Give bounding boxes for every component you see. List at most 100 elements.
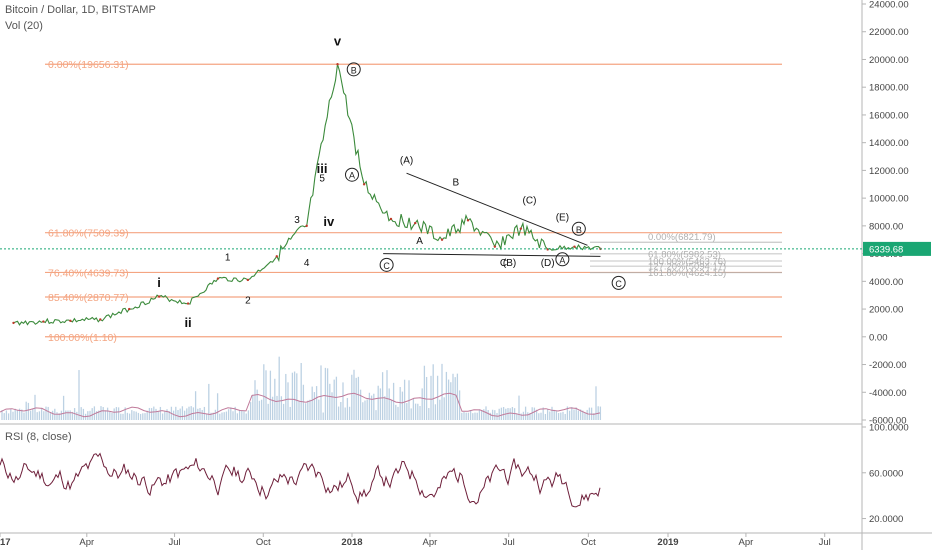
wave-label: A — [559, 255, 565, 265]
time-tick-label: Jul — [168, 537, 180, 548]
price-tick-label: 0.00 — [869, 332, 888, 343]
time-tick-label: Apr — [79, 537, 94, 548]
wave-label: B — [576, 225, 582, 235]
wave-label: 1 — [225, 253, 231, 264]
rsi-legend: RSI (8, close) — [5, 431, 72, 443]
price-tick-label: -2000.00 — [869, 360, 907, 371]
price-point — [336, 63, 339, 66]
price-tick-label: 8000.00 — [869, 221, 903, 232]
rsi-tick-label: 60.0000 — [869, 468, 903, 479]
time-tick-label: Jul — [819, 537, 831, 548]
trendline — [406, 172, 588, 246]
wave-label: 4 — [304, 258, 310, 269]
rsi-line — [0, 452, 601, 508]
wave-label: B — [453, 178, 460, 189]
wave-label: 2 — [245, 296, 251, 307]
wave-label-circle — [379, 257, 394, 272]
wave-label: A — [349, 171, 355, 181]
wave-label: iii — [317, 161, 328, 176]
wave-label: B — [351, 65, 357, 75]
price-tick-label: 22000.00 — [869, 27, 909, 38]
trendline — [383, 253, 601, 257]
price-point — [128, 307, 131, 311]
wave-label: 3 — [294, 215, 300, 226]
price-point — [519, 227, 523, 230]
wave-label: 5 — [319, 173, 325, 184]
price-tick-label: 20000.00 — [869, 55, 909, 66]
fib-level-label: 76.40%(4639.73) — [48, 267, 129, 279]
rsi-tick-label: 20.0000 — [869, 514, 903, 525]
price-point — [440, 238, 444, 241]
price-series-line — [13, 64, 601, 326]
fib-ext-label: 61.80%(5982.53) — [648, 249, 721, 260]
wave-label-circle — [611, 275, 626, 290]
chart-legend: Bitcoin / Dollar, 1D, BITSTAMP Vol (20) — [5, 4, 156, 32]
price-tick-label: 4000.00 — [869, 277, 903, 288]
symbol-title[interactable]: Bitcoin / Dollar, 1D, BITSTAMP — [5, 4, 156, 16]
time-tick-label: 2017 — [0, 537, 11, 548]
price-tick-label: 14000.00 — [869, 138, 909, 149]
price-point — [216, 277, 220, 280]
time-tick-label: 2019 — [657, 537, 678, 548]
price-tick-label: 12000.00 — [869, 166, 909, 177]
price-point — [186, 302, 190, 305]
fib-level-label: 85.40%(2870.77) — [48, 292, 129, 304]
fib-level-label: 61.80%(7509.39) — [48, 228, 129, 240]
time-tick-label: Apr — [739, 537, 754, 548]
wave-label: A — [416, 236, 423, 247]
price-tick-label: 18000.00 — [869, 83, 909, 94]
price-tick-label: -4000.00 — [869, 388, 907, 399]
wave-label: (A) — [400, 155, 413, 166]
last-price-badge — [863, 241, 931, 256]
wave-label: (E) — [556, 212, 569, 223]
wave-label-circle — [555, 252, 570, 267]
volume-label[interactable]: Vol (20) — [5, 20, 43, 32]
rsi-tick-label: 100.0000 — [869, 423, 909, 434]
price-point — [466, 219, 470, 222]
wave-label: (C) — [523, 196, 537, 207]
price-point — [69, 319, 72, 323]
wave-label: (B) — [503, 258, 516, 269]
time-tick-label: Oct — [581, 537, 596, 548]
wave-label-circle — [345, 167, 359, 182]
time-tick-label: 2018 — [341, 537, 362, 548]
fib-level-label: 0.00%(19656.31) — [48, 59, 129, 71]
price-tick-label: 10000.00 — [869, 194, 909, 205]
time-tick-label: Oct — [256, 537, 271, 548]
wave-label: ii — [184, 315, 191, 330]
price-point — [99, 318, 102, 321]
volume-ma-line — [0, 392, 601, 418]
price-tick-label: -6000.00 — [869, 416, 907, 427]
fib-ext-label: 127.20%(5094.17) — [648, 262, 726, 273]
volume-bars — [1, 356, 602, 420]
rsi-label[interactable]: RSI (8, close) — [5, 431, 72, 443]
fib-ext-label: 0.00%(6821.79) — [648, 232, 716, 243]
price-tick-label: 16000.00 — [869, 110, 909, 121]
price-point — [362, 183, 366, 186]
wave-label-circle — [346, 62, 361, 77]
price-point — [389, 217, 393, 221]
last-price-label: 6339.68 — [869, 244, 903, 255]
price-point — [573, 245, 576, 248]
fib-level-label: 100.00%(1.10) — [48, 332, 117, 344]
time-tick-label: Jul — [503, 537, 515, 548]
fib-ext-label: 161.80%(4624.15) — [648, 268, 726, 279]
wave-label: C — [615, 279, 622, 289]
price-point — [12, 321, 15, 325]
price-point — [493, 245, 497, 248]
wave-label-circle — [571, 221, 586, 236]
fib-ext-label: 100.00%(5463.76) — [648, 257, 726, 268]
wave-label: i — [157, 275, 161, 290]
price-point — [275, 255, 278, 258]
wave-label: C — [383, 261, 390, 271]
price-point — [42, 320, 45, 323]
wave-label: iv — [323, 214, 335, 229]
time-tick-label: Apr — [423, 537, 438, 548]
price-point — [157, 295, 161, 298]
wave-label: (D) — [541, 258, 555, 269]
price-point — [246, 278, 250, 282]
price-point — [414, 221, 417, 225]
price-tick-label: 2000.00 — [869, 305, 903, 316]
wave-label: C — [500, 258, 507, 269]
price-point — [305, 224, 308, 228]
